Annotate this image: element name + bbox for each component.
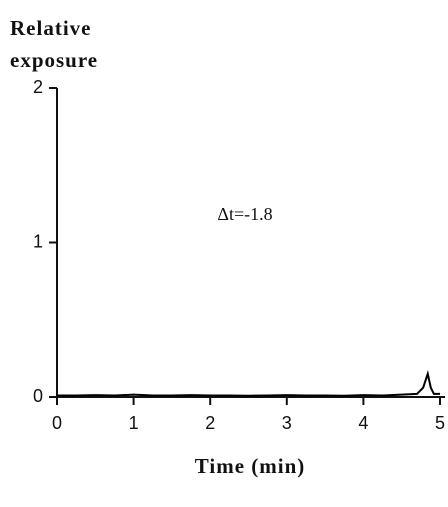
x-tick-label: 2 bbox=[205, 413, 215, 433]
y-axis-label: exposure bbox=[10, 48, 98, 72]
x-tick-label: 4 bbox=[358, 413, 368, 433]
y-tick-label: 1 bbox=[33, 231, 43, 251]
annotation: Δt=-1.8 bbox=[217, 204, 272, 224]
y-tick-label: 0 bbox=[33, 386, 43, 406]
x-tick-label: 1 bbox=[129, 413, 139, 433]
y-tick-label: 2 bbox=[33, 77, 43, 97]
data-line bbox=[57, 370, 440, 397]
x-tick-label: 3 bbox=[282, 413, 292, 433]
x-axis-label: Time (min) bbox=[195, 454, 306, 478]
y-axis-label: Relative bbox=[10, 16, 91, 40]
x-tick-label: 0 bbox=[52, 413, 62, 433]
x-tick-label: 5 bbox=[435, 413, 445, 433]
